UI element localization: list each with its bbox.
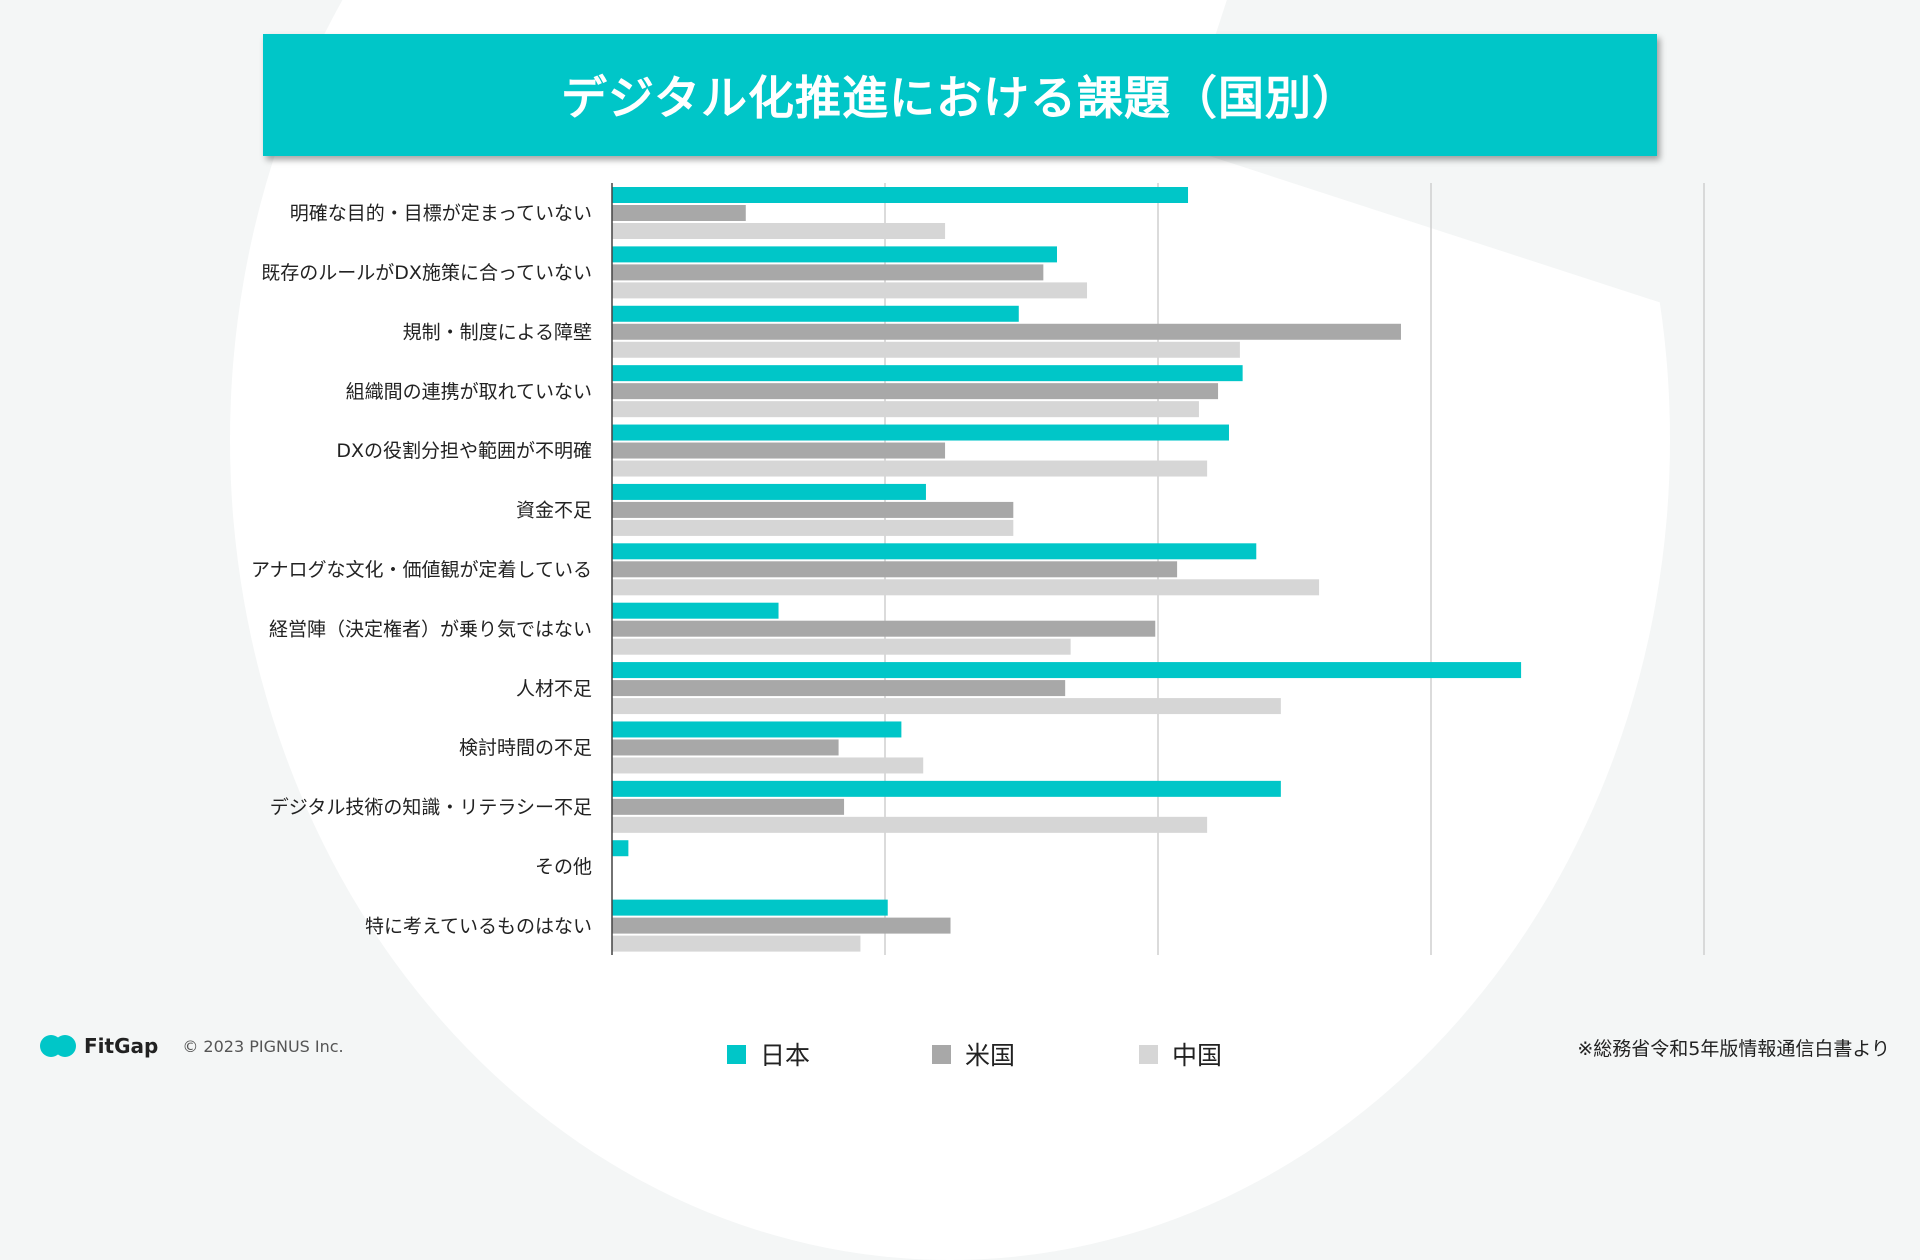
category-label: 規制・制度による障壁: [403, 321, 592, 343]
category-label: 検討時間の不足: [459, 737, 592, 759]
bar-日本: [612, 543, 1257, 560]
bar-中国: [612, 638, 1071, 655]
bar-日本: [612, 780, 1281, 797]
category-label: 既存のルールがDX施策に合っていない: [261, 262, 592, 284]
bar-日本: [612, 305, 1019, 322]
title-banner: デジタル化推進における課題（国別）: [263, 34, 1657, 156]
bar-中国: [612, 816, 1208, 833]
category-label: DXの役割分担や範囲が不明確: [336, 440, 592, 462]
legend-item-japan: 日本: [727, 1036, 810, 1072]
bar-日本: [612, 899, 888, 916]
bar-日本: [612, 246, 1057, 263]
bar-米国: [612, 205, 746, 221]
bar-中国: [612, 223, 946, 239]
bar-日本: [612, 424, 1229, 441]
bar-米国: [612, 620, 1156, 637]
bar-中国: [612, 757, 924, 774]
legend-swatch-usa: [932, 1044, 951, 1064]
bar-中国: [612, 698, 1281, 715]
bar-中国: [612, 579, 1320, 596]
bar-米国: [612, 264, 1044, 281]
category-label: その他: [535, 856, 592, 878]
bar-日本: [612, 840, 629, 857]
bar-中国: [612, 282, 1088, 299]
legend-item-china: 中国: [1139, 1036, 1222, 1072]
category-label: 明確な目的・目標が定まっていない: [290, 203, 592, 225]
category-label: 組織間の連携が取れていない: [346, 381, 592, 403]
bar-日本: [612, 662, 1522, 679]
bar-chart: 明確な目的・目標が定まっていない既存のルールがDX施策に合っていない規制・制度に…: [251, 183, 1705, 955]
bar-米国: [612, 323, 1401, 340]
legend-item-usa: 米国: [932, 1036, 1015, 1072]
category-label: アナログな文化・価値観が定着している: [251, 559, 592, 581]
legend-swatch-japan: [727, 1044, 746, 1064]
bar-米国: [612, 383, 1219, 400]
category-label: 経営陣（決定権者）が乗り気ではない: [269, 618, 592, 640]
bar-日本: [612, 483, 926, 500]
category-label: 資金不足: [516, 500, 592, 522]
bar-日本: [612, 365, 1243, 382]
category-label: 人材不足: [516, 678, 592, 700]
brand: FitGap © 2023 PIGNUS Inc.: [40, 1034, 344, 1058]
bar-中国: [612, 519, 1014, 536]
bar-米国: [612, 442, 946, 459]
copyright: © 2023 PIGNUS Inc.: [182, 1036, 344, 1056]
bar-米国: [612, 680, 1066, 697]
category-label: 特に考えているものはない: [365, 915, 592, 937]
legend-label-japan: 日本: [760, 1041, 811, 1070]
bar-米国: [612, 917, 951, 934]
bar-米国: [612, 501, 1014, 518]
fitgap-logo-icon: [40, 1035, 78, 1057]
bar-日本: [612, 187, 1189, 203]
bar-日本: [612, 721, 902, 738]
category-label: デジタル技術の知識・リテラシー不足: [270, 797, 592, 819]
bar-中国: [612, 460, 1208, 477]
source-note: ※総務省令和5年版情報通信白書より: [1577, 1038, 1890, 1060]
legend: 日本 米国 中国: [0, 1036, 1920, 1070]
bar-中国: [612, 401, 1199, 418]
legend-label-usa: 米国: [965, 1041, 1016, 1070]
brand-name: FitGap: [84, 1034, 159, 1058]
bar-中国: [612, 935, 861, 952]
bar-日本: [612, 602, 779, 619]
bar-中国: [612, 341, 1240, 358]
bar-米国: [612, 798, 845, 815]
chart-title: デジタル化推進における課題（国別）: [560, 71, 1360, 125]
legend-label-china: 中国: [1172, 1041, 1223, 1070]
legend-swatch-china: [1139, 1044, 1158, 1064]
bar-米国: [612, 739, 839, 756]
bar-米国: [612, 561, 1178, 578]
